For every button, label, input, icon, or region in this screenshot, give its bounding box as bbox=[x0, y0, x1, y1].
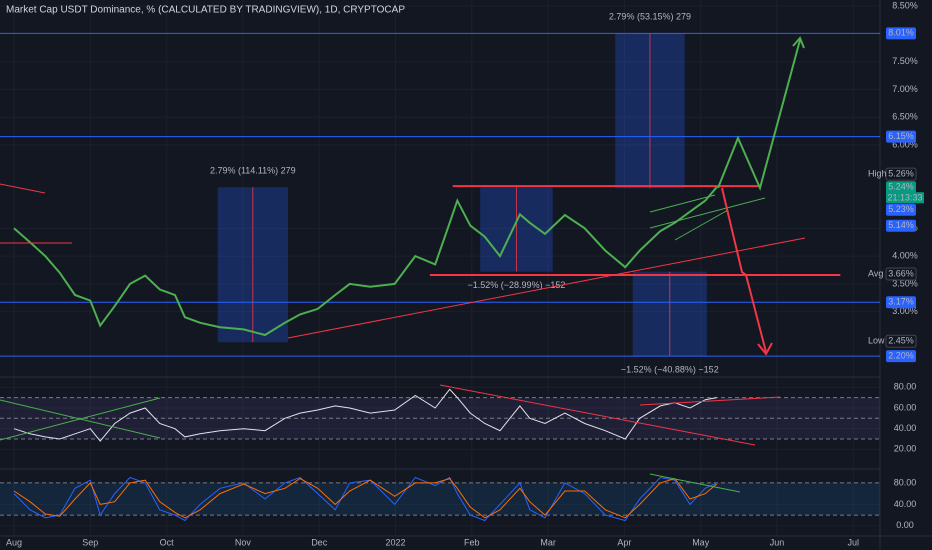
x-tick-label: May bbox=[692, 537, 710, 547]
price-tag bbox=[885, 167, 917, 181]
x-tick-label: Mar bbox=[540, 537, 556, 547]
data-line bbox=[13, 478, 718, 519]
x-tick-label: 2022 bbox=[385, 537, 405, 547]
x-tick-label: Oct bbox=[160, 537, 175, 547]
projection-down bbox=[721, 187, 767, 353]
projection-up bbox=[717, 39, 801, 191]
rsi-trendline bbox=[639, 396, 781, 406]
price-tag bbox=[885, 267, 917, 281]
data-line bbox=[13, 476, 717, 522]
arrow-head bbox=[757, 342, 773, 356]
y-tick-label: 0.00 bbox=[896, 520, 914, 530]
y-tick-label: 4.00% bbox=[892, 250, 918, 260]
price-tag bbox=[886, 181, 916, 194]
arrow-head bbox=[792, 36, 805, 49]
y-tick-label: 40.00 bbox=[894, 499, 917, 509]
trendline bbox=[0, 183, 46, 194]
price-label: 5.24% bbox=[888, 182, 914, 192]
x-tick-label: Sep bbox=[82, 537, 98, 547]
price-tag-name: Avg bbox=[868, 268, 883, 278]
price-label: 3.66% bbox=[888, 268, 914, 278]
level-tag bbox=[886, 27, 916, 40]
price-label: 5.14% bbox=[888, 220, 914, 230]
x-tick-label: Jun bbox=[770, 537, 785, 547]
y-tick-label: 6.50% bbox=[892, 112, 918, 122]
y-tick-label: 7.50% bbox=[892, 56, 918, 66]
price-tag-name: High bbox=[868, 168, 887, 178]
y-tick-label: 8.50% bbox=[892, 0, 918, 10]
data-line bbox=[13, 186, 718, 337]
x-tick-label: Apr bbox=[617, 537, 631, 547]
level-label: 3.17% bbox=[888, 297, 914, 307]
measure-label: 2.79% (114.11%) 279 bbox=[210, 166, 296, 176]
stoch-trendline bbox=[649, 473, 741, 493]
price-tag bbox=[885, 334, 917, 348]
level-label: 2.20% bbox=[888, 350, 914, 360]
y-tick-label: 7.00% bbox=[892, 84, 918, 94]
countdown-tag bbox=[886, 192, 924, 204]
price-label: 5.26% bbox=[888, 168, 914, 178]
drawings bbox=[0, 36, 806, 493]
x-tick-label: Feb bbox=[464, 537, 480, 547]
data-line bbox=[13, 388, 717, 442]
level-tag bbox=[886, 350, 916, 363]
price-label: 2.45% bbox=[888, 336, 914, 346]
measure-label: −1.52% (−40.88%) −152 bbox=[621, 364, 719, 374]
chart-title: Market Cap USDT Dominance, % (CALCULATED… bbox=[6, 5, 405, 16]
y-tick-label: 20.00 bbox=[894, 444, 917, 454]
y-tick-label: 80.00 bbox=[894, 382, 917, 392]
rsi-trendline bbox=[439, 384, 756, 446]
x-tick-label: Jul bbox=[848, 537, 860, 547]
channel-line bbox=[674, 209, 729, 241]
channel-line bbox=[649, 194, 716, 213]
rsi-trendline bbox=[0, 399, 161, 439]
x-tick-label: Dec bbox=[311, 537, 328, 547]
y-tick-label: 80.00 bbox=[894, 477, 917, 487]
level-tag bbox=[886, 130, 916, 143]
x-tick-label: Nov bbox=[235, 537, 252, 547]
trendline bbox=[287, 237, 806, 339]
price-tag bbox=[886, 219, 916, 232]
y-tick-label: 3.00% bbox=[892, 306, 918, 316]
y-tick-label: 3.50% bbox=[892, 278, 918, 288]
countdown: 21:13:33 bbox=[887, 193, 922, 203]
band-fill bbox=[0, 482, 880, 516]
y-tick-label: 60.00 bbox=[894, 402, 917, 412]
price-tag-name: Low bbox=[868, 336, 885, 346]
grid bbox=[0, 0, 880, 536]
price-label: 5.23% bbox=[888, 204, 914, 214]
x-tick-label: Aug bbox=[6, 537, 22, 547]
y-tick-label: 40.00 bbox=[894, 423, 917, 433]
price-tag bbox=[886, 203, 916, 216]
trendline bbox=[649, 197, 766, 229]
measure-label: −1.52% (−28.99%) −152 bbox=[468, 280, 566, 290]
level-label: 8.01% bbox=[888, 28, 914, 38]
band-fill bbox=[0, 397, 880, 440]
level-tag bbox=[886, 296, 916, 309]
y-tick-label: 6.00% bbox=[892, 139, 918, 149]
measure-label: 2.79% (53.15%) 279 bbox=[609, 12, 691, 22]
level-label: 6.15% bbox=[888, 131, 914, 141]
